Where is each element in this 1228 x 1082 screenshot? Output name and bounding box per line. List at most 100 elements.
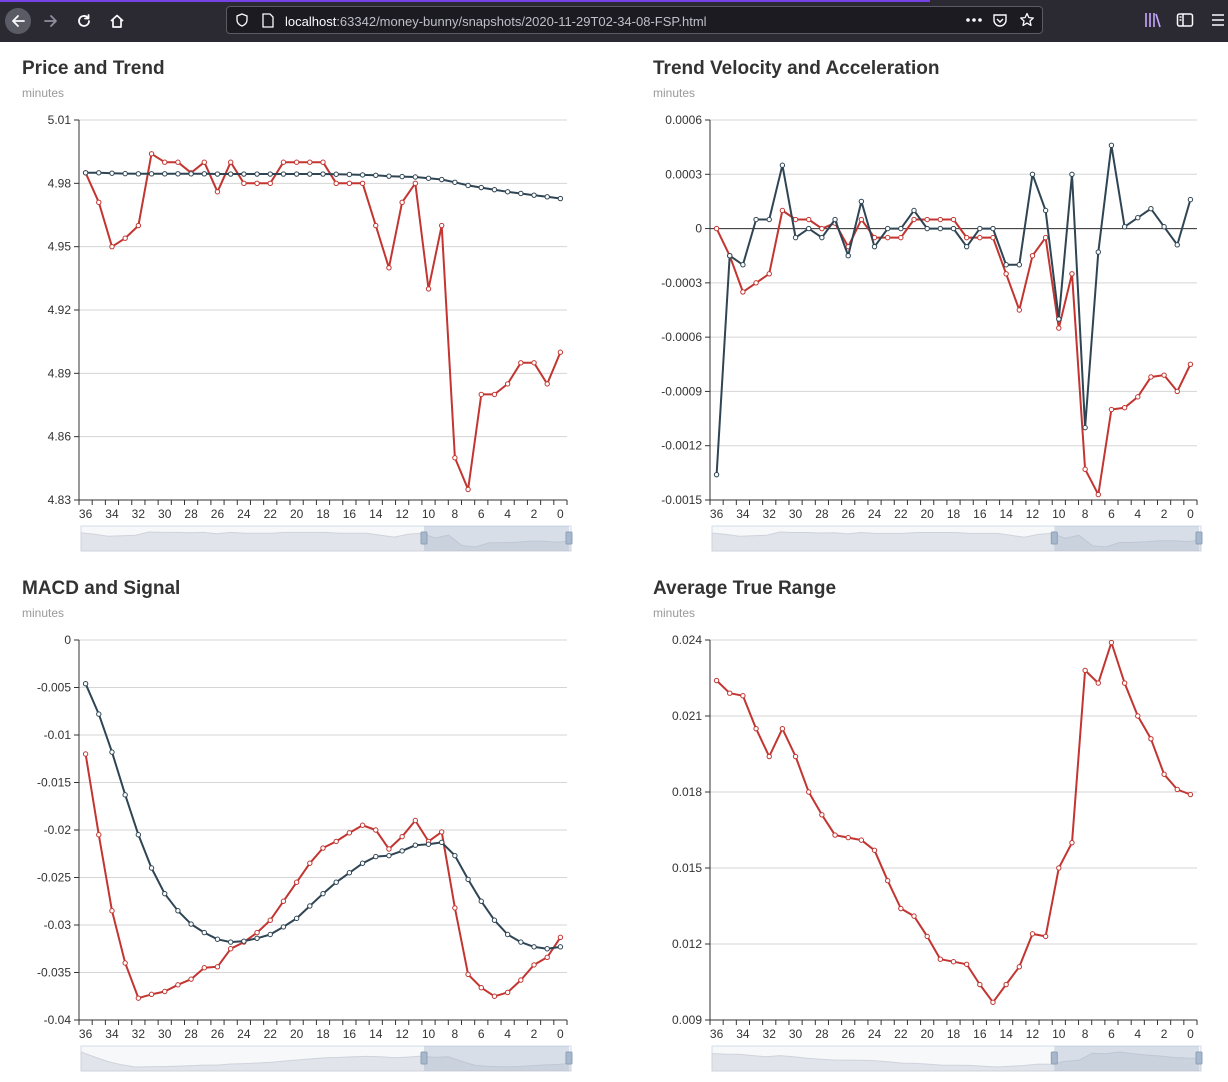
data-point[interactable] (766, 753, 772, 760)
data-point[interactable] (1108, 639, 1115, 646)
data-point[interactable] (425, 841, 432, 847)
zoom-slider[interactable] (80, 525, 573, 552)
data-point[interactable] (491, 993, 498, 999)
star-icon[interactable] (1019, 12, 1035, 28)
data-point[interactable] (1161, 771, 1167, 777)
chart-plot[interactable]: -0.04 -0.035 -0.03 -0.025 -0.02 -0.015 -0.01 -0… (0, 562, 614, 1082)
sidebar-icon[interactable] (1176, 12, 1194, 28)
data-point[interactable] (845, 253, 851, 259)
data-point[interactable] (412, 842, 419, 848)
data-point[interactable] (96, 170, 102, 176)
data-point[interactable] (963, 243, 970, 250)
zoom-handle-left[interactable] (1050, 1051, 1058, 1065)
data-point[interactable] (452, 455, 458, 461)
data-point[interactable] (924, 933, 930, 940)
data-point[interactable] (1029, 931, 1036, 937)
data-point[interactable] (531, 944, 537, 950)
data-point[interactable] (990, 225, 996, 232)
data-point[interactable] (491, 186, 498, 193)
data-point[interactable] (452, 852, 458, 859)
data-point[interactable] (307, 903, 313, 909)
data-point[interactable] (465, 486, 471, 493)
data-point[interactable] (977, 225, 983, 232)
data-point[interactable] (109, 170, 115, 176)
zoom-selection[interactable] (424, 1046, 569, 1071)
data-point[interactable] (727, 253, 733, 259)
data-point[interactable] (491, 391, 498, 398)
data-point[interactable] (135, 222, 142, 229)
data-point[interactable] (727, 690, 733, 696)
data-point[interactable] (950, 225, 957, 232)
menu-icon[interactable] (1210, 12, 1224, 28)
data-point[interactable] (175, 159, 181, 165)
data-point[interactable] (898, 234, 904, 241)
data-point[interactable] (333, 838, 339, 845)
data-point[interactable] (1121, 405, 1128, 411)
data-point[interactable] (201, 171, 207, 177)
data-point[interactable] (1082, 466, 1088, 472)
data-point[interactable] (806, 216, 812, 223)
data-point[interactable] (1148, 205, 1154, 212)
data-point[interactable] (1029, 253, 1036, 259)
data-point[interactable] (504, 989, 511, 996)
data-point[interactable] (832, 216, 838, 223)
data-point[interactable] (227, 171, 234, 177)
data-point[interactable] (898, 225, 904, 232)
data-point[interactable] (148, 171, 155, 177)
data-point[interactable] (425, 175, 432, 181)
data-point[interactable] (439, 829, 445, 835)
data-point[interactable] (1056, 325, 1062, 331)
data-point[interactable] (359, 860, 366, 866)
data-point[interactable] (1029, 171, 1036, 177)
data-point[interactable] (1082, 424, 1088, 431)
zoom-selection[interactable] (1054, 526, 1199, 551)
data-point[interactable] (109, 243, 115, 250)
data-point[interactable] (386, 852, 392, 859)
data-point[interactable] (871, 243, 878, 250)
data-point[interactable] (544, 954, 550, 960)
data-point[interactable] (504, 381, 511, 387)
zoom-selection[interactable] (1054, 1046, 1199, 1071)
data-point[interactable] (439, 222, 445, 229)
data-point[interactable] (267, 171, 273, 177)
data-point[interactable] (148, 865, 155, 871)
data-point[interactable] (359, 180, 366, 187)
zoom-handle-right[interactable] (1195, 1051, 1203, 1065)
data-point[interactable] (1016, 964, 1023, 970)
data-point[interactable] (135, 171, 142, 177)
data-point[interactable] (214, 936, 221, 942)
data-point[interactable] (227, 946, 234, 952)
data-point[interactable] (1187, 196, 1194, 203)
zoom-handle-left[interactable] (420, 1051, 428, 1065)
data-point[interactable] (175, 908, 181, 914)
address-bar[interactable]: localhost:63342/money-bunny/snapshots/20… (226, 6, 1043, 34)
data-point[interactable] (241, 938, 247, 944)
data-point[interactable] (188, 171, 194, 177)
data-point[interactable] (412, 817, 419, 824)
data-point[interactable] (884, 225, 891, 232)
data-point[interactable] (135, 995, 142, 1001)
pocket-icon[interactable] (992, 12, 1008, 28)
data-point[interactable] (1187, 791, 1194, 798)
data-point[interactable] (333, 879, 339, 885)
data-point[interactable] (465, 182, 471, 189)
data-point[interactable] (241, 180, 247, 187)
data-point[interactable] (557, 195, 564, 202)
data-point[interactable] (162, 890, 168, 897)
data-point[interactable] (779, 162, 786, 168)
reload-button[interactable] (71, 8, 97, 34)
data-point[interactable] (491, 917, 498, 923)
data-point[interactable] (518, 360, 524, 366)
data-point[interactable] (911, 216, 917, 223)
data-point[interactable] (214, 189, 221, 195)
data-point[interactable] (911, 913, 917, 919)
data-point[interactable] (267, 917, 273, 923)
data-point[interactable] (1082, 667, 1088, 674)
data-point[interactable] (557, 349, 564, 355)
data-point[interactable] (320, 845, 326, 851)
data-point[interactable] (1108, 142, 1115, 149)
data-point[interactable] (188, 921, 194, 927)
data-point[interactable] (531, 962, 537, 968)
